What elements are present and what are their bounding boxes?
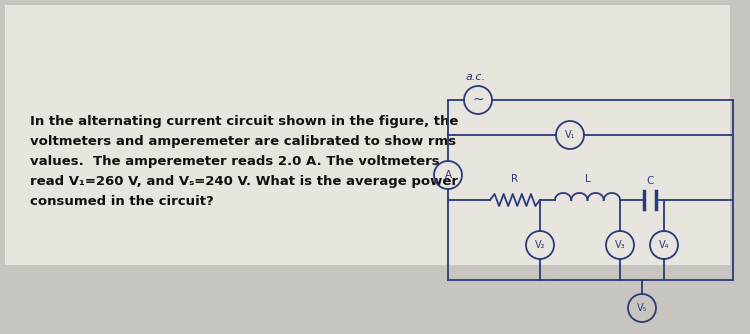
Text: a.c.: a.c.: [466, 72, 486, 82]
Text: V₄: V₄: [658, 240, 669, 250]
FancyBboxPatch shape: [5, 5, 730, 265]
Text: read V₁=260 V, and Vₛ=240 V. What is the average power: read V₁=260 V, and Vₛ=240 V. What is the…: [30, 175, 458, 188]
Text: voltmeters and amperemeter are calibrated to show rms: voltmeters and amperemeter are calibrate…: [30, 135, 456, 148]
Text: V₅: V₅: [637, 303, 647, 313]
Text: V₂: V₂: [535, 240, 545, 250]
Text: ~: ~: [472, 93, 484, 107]
Text: values.  The amperemeter reads 2.0 A. The voltmeters: values. The amperemeter reads 2.0 A. The…: [30, 155, 439, 168]
Text: V₃: V₃: [615, 240, 626, 250]
Text: In the alternating current circuit shown in the figure, the: In the alternating current circuit shown…: [30, 115, 458, 128]
Text: consumed in the circuit?: consumed in the circuit?: [30, 195, 214, 208]
Text: V₁: V₁: [565, 130, 575, 140]
Text: R: R: [512, 174, 518, 184]
Text: A: A: [445, 170, 452, 180]
Text: C: C: [646, 176, 654, 186]
Text: L: L: [585, 174, 590, 184]
